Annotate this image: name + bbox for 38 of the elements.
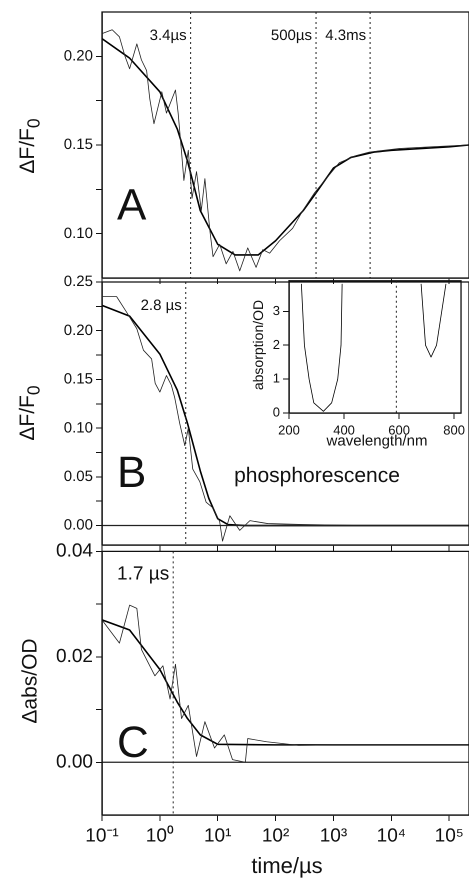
y-tick-label: 3 bbox=[272, 302, 280, 318]
y-tick-label: 0.10 bbox=[64, 419, 93, 436]
y-tick-label: 0.20 bbox=[64, 47, 93, 64]
y-tick-label: 0.20 bbox=[64, 322, 93, 339]
y-tick-label: 0.02 bbox=[56, 646, 93, 668]
x-tick-label: 10⁵ bbox=[434, 826, 464, 847]
ref-line-label: 1.7 µs bbox=[117, 563, 170, 584]
x-tick-label: 200 bbox=[278, 422, 300, 438]
ref-line-label: 500µs bbox=[270, 27, 312, 44]
x-tick-label: 400 bbox=[333, 422, 355, 438]
annotation: C bbox=[117, 718, 149, 768]
y-tick-label: 0.00 bbox=[64, 516, 93, 534]
y-tick-label: 2 bbox=[272, 336, 280, 352]
y-tick-label: 0.00 bbox=[56, 752, 93, 773]
ref-line-label: 2.8 µs bbox=[140, 297, 182, 314]
y-axis-title: absorption/OD bbox=[250, 300, 266, 390]
x-tick-label: 10² bbox=[262, 826, 290, 847]
x-tick-label: 10¹ bbox=[204, 826, 232, 847]
annotation: A bbox=[117, 180, 147, 230]
y-tick-label: 0 bbox=[272, 404, 280, 420]
x-tick-label: 800 bbox=[443, 422, 466, 438]
x-tick-label: 10⁴ bbox=[376, 826, 406, 847]
y-tick-label: 0.04 bbox=[56, 540, 94, 562]
y-tick-label: 0.15 bbox=[64, 370, 93, 388]
x-tick-label: 10⁰ bbox=[146, 824, 174, 847]
ref-line-label: 4.3ms bbox=[325, 27, 366, 44]
x-axis-title: time/µs bbox=[251, 853, 323, 878]
x-tick-label: 10³ bbox=[320, 826, 348, 847]
y-tick-label: 0.15 bbox=[64, 136, 93, 154]
y-tick-label: 0.25 bbox=[64, 273, 93, 290]
x-tick-label: 10⁻¹ bbox=[85, 826, 119, 847]
y-tick-label: 0.10 bbox=[64, 224, 93, 242]
ref-line-label: 3.4µs bbox=[150, 27, 187, 44]
y-axis-title: Δabs/OD bbox=[18, 638, 42, 724]
annotation: B bbox=[117, 448, 146, 498]
y-tick-label: 0.05 bbox=[64, 468, 93, 485]
y-tick-label: 1 bbox=[272, 370, 280, 386]
annotation: phosphorescence bbox=[234, 464, 400, 487]
